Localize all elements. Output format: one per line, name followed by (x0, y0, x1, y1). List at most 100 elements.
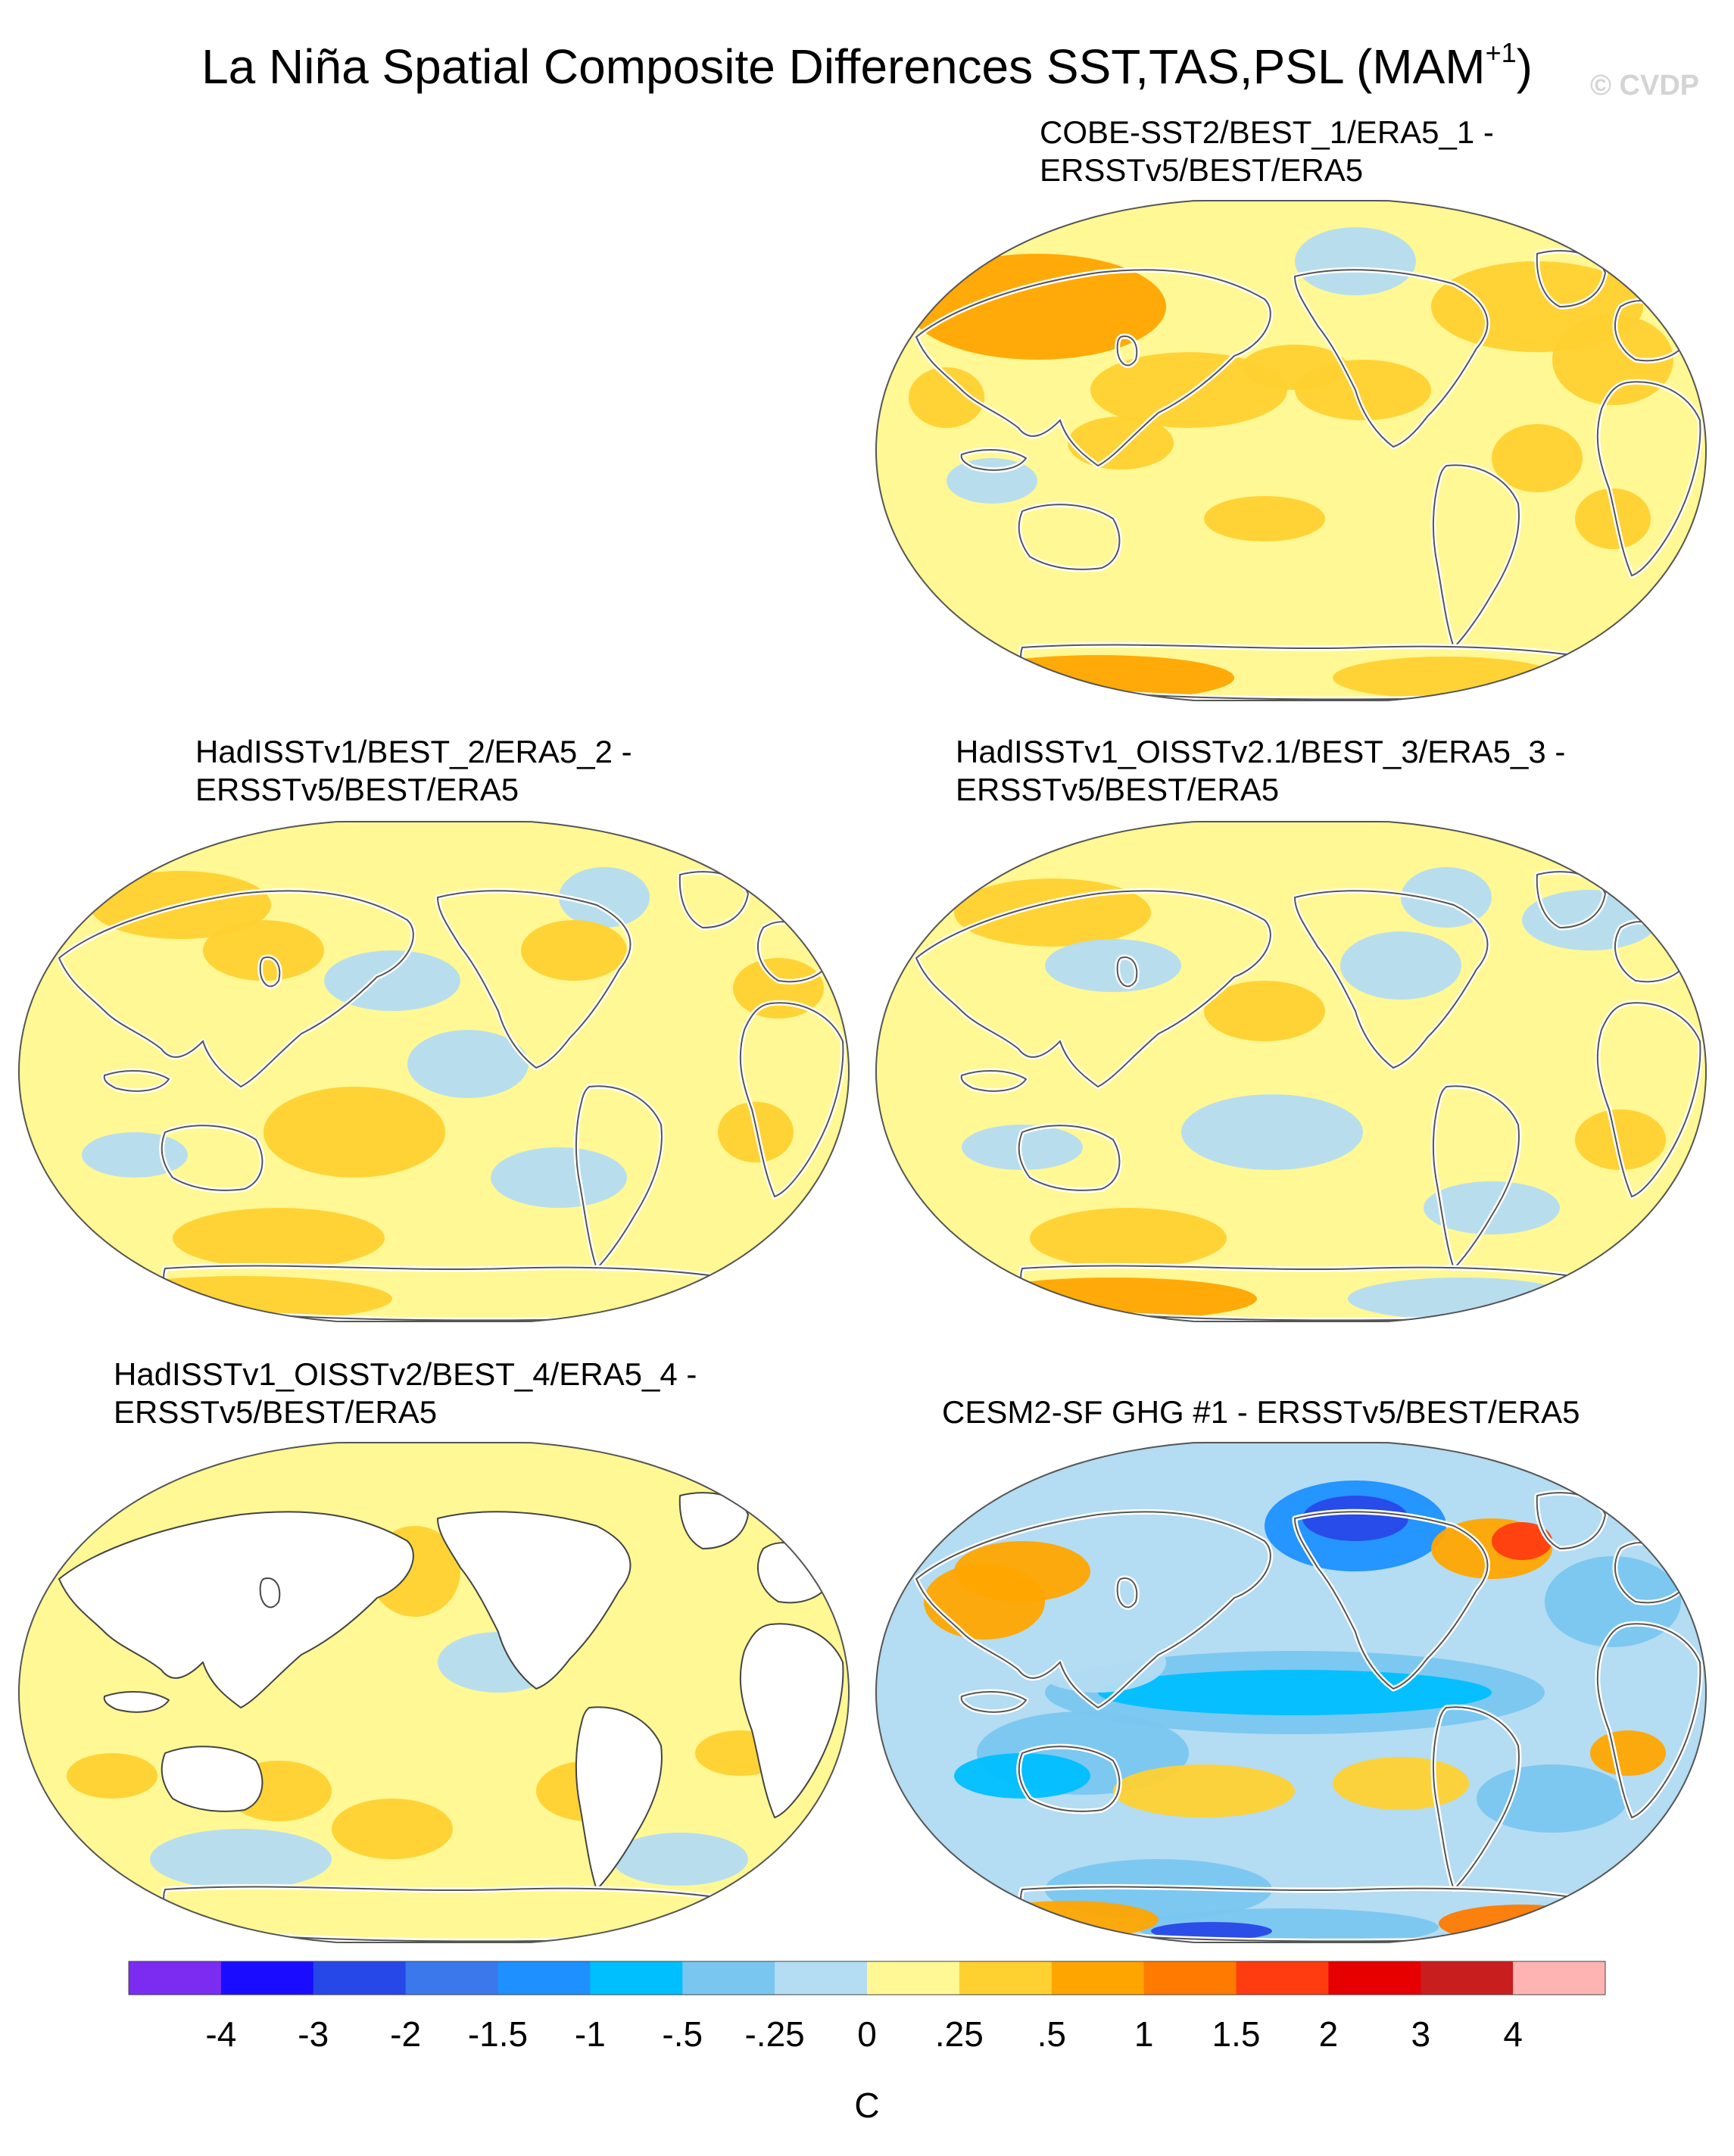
map-3-asia-coast (915, 890, 1271, 1088)
map-2-globe-border (17, 821, 850, 1322)
map-1-globe-border (875, 200, 1707, 701)
map-5-globe-border (875, 1442, 1707, 1943)
map-2-anomaly-region-6 (407, 1030, 529, 1098)
colorbar: -4 -3 -2 -1.5 -1 -.5 -.25 0 .25 .5 1 1.5 2 3 4 (128, 1961, 1606, 2054)
map-4-anomaly-region-9 (612, 1833, 748, 1886)
map-2-anomaly-region-3 (521, 920, 627, 981)
colorbar-tick-label: -2 (390, 2014, 421, 2054)
colorbar-tick-label: -.25 (744, 2014, 804, 2054)
map-1-anomaly-region-5 (1090, 352, 1287, 428)
map-2-anomaly-region-2 (559, 867, 650, 928)
colorbar-swatch-13 (1236, 1961, 1329, 1995)
panel-4-title-line-2: ERSSTv5/BEST/ERA5 (114, 1394, 438, 1430)
map-4-asia-outline (58, 1511, 414, 1708)
colorbar-tick-label: -1.5 (468, 2014, 528, 2054)
colorbar-tick-label: -1 (575, 2014, 606, 2054)
map-4-indonesia-outline (103, 1690, 170, 1713)
map-5-japan-coast (1116, 1577, 1138, 1608)
map-3-anomaly-region-1 (954, 878, 1151, 947)
map-4-anomaly-region-7 (67, 1753, 157, 1799)
map-2-anomaly-region-10 (82, 1132, 188, 1178)
map-1-anomaly-region-12 (947, 458, 1037, 504)
map-3-anomaly-region-5 (1204, 981, 1325, 1041)
map-3-north-america-coast (1293, 890, 1489, 1069)
colorbar-swatch-3 (313, 1961, 407, 1995)
map-3-anomaly-region-12 (1348, 1278, 1575, 1320)
colorbar-tick-label: 1.5 (1212, 2014, 1261, 2054)
map-3-japan-coast (1116, 956, 1138, 988)
panel-4-map (17, 1442, 850, 1943)
colorbar-tick-label: 3 (1411, 2014, 1430, 2054)
cvdp-watermark: © CVDP (1590, 70, 1700, 101)
map-3-anomaly-region-9 (962, 1125, 1083, 1170)
panel-1-title: COBE-SST2/BEST_1/ERA5_1 - ERSSTv5/BEST/E… (1040, 114, 1494, 189)
map-3-anomaly-region-10 (1575, 1109, 1666, 1170)
map-5-anomaly-region-22 (1340, 1587, 1461, 1647)
colorbar-swatch-11 (1051, 1961, 1145, 1995)
colorbar-swatch-10 (959, 1961, 1053, 1995)
map-5-australia-coast (1018, 1746, 1121, 1812)
colorbar-tick-label: .5 (1037, 2014, 1066, 2054)
map-3-anomaly-region-6 (1181, 1094, 1363, 1170)
colorbar-tick-label: 4 (1503, 2014, 1523, 2054)
colorbar-swatch-15 (1421, 1961, 1514, 1995)
colorbar-frame (128, 1961, 1606, 1995)
map-5-north-america-coast (1293, 1511, 1489, 1690)
main-title-superscript: +1 (1485, 37, 1517, 68)
colorbar-swatch-12 (1143, 1961, 1237, 1995)
map-2-anomaly-region-5 (203, 920, 324, 981)
panel-3-title-line-2: ERSSTv5/BEST/ERA5 (956, 772, 1280, 807)
map-3-globe-border (875, 821, 1707, 1322)
colorbar-swatch-16 (1513, 1961, 1606, 1995)
colorbar-tick-label: .25 (935, 2014, 984, 2054)
panel-4-title: HadISSTv1_OISSTv2/BEST_4/ERA5_4 - ERSSTv… (114, 1356, 697, 1431)
map-3-australia-coast (1018, 1125, 1121, 1191)
panel-3-title-line-1: HadISSTv1_OISSTv2.1/BEST_3/ERA5_3 - (956, 734, 1566, 769)
map-3-anomaly-region-7 (1424, 1181, 1560, 1234)
map-1-anomaly-region-1 (909, 254, 1166, 360)
main-title: La Niña Spatial Composite Differences SS… (0, 23, 1734, 97)
map-5-anomaly-region-15 (1590, 1730, 1666, 1776)
panel-2-title-line-1: HadISSTv1/BEST_2/ERA5_2 - (195, 734, 632, 769)
panel-3-map (875, 821, 1707, 1322)
colorbar-tick-label: -3 (298, 2014, 329, 2054)
map-3-indonesia-coast (960, 1069, 1028, 1092)
colorbar-swatch-8 (775, 1961, 868, 1995)
map-5-anomaly-region-13 (1333, 1757, 1469, 1810)
panel-1-title-line-2: ERSSTv5/BEST/ERA5 (1040, 152, 1364, 188)
panel-5-title-line-1: CESM2-SF GHG #1 - ERSSTv5/BEST/ERA5 (942, 1394, 1580, 1430)
map-5-anomaly-region-21 (1030, 1632, 1166, 1693)
map-5-anomaly-region-19 (977, 1901, 1159, 1939)
map-2-africa-coast (739, 1002, 844, 1198)
map-5-anomaly-region-8 (1492, 1522, 1552, 1560)
colorbar-swatch-7 (682, 1961, 775, 1995)
panel-5-title: CESM2-SF GHG #1 - ERSSTv5/BEST/ERA5 (942, 1393, 1580, 1431)
panel-1-map (875, 200, 1707, 701)
map-5-anomaly-region-18 (1151, 1922, 1272, 1940)
map-1-anomaly-region-7 (1492, 424, 1583, 492)
map-4-africa-outline (739, 1623, 844, 1818)
colorbar-swatch-9 (867, 1961, 960, 1995)
map-1-japan-coast (1116, 335, 1138, 367)
main-title-suffix: ) (1516, 39, 1533, 94)
map-3-africa-coast (1596, 1002, 1701, 1198)
map-1-australia-coast (1018, 504, 1121, 570)
map-2-north-america-coast (436, 890, 632, 1069)
map-1-indonesia-coast (960, 448, 1028, 471)
map-3-anomaly-region-3 (1340, 931, 1461, 1000)
colorbar-swatch-14 (1328, 1961, 1421, 1995)
panel-2-map (17, 821, 850, 1322)
panel-3-title: HadISSTv1_OISSTv2.1/BEST_3/ERA5_3 - ERSS… (956, 733, 1565, 809)
map-3-anomaly-region-8 (1030, 1208, 1227, 1268)
map-2-anomaly-region-8 (491, 1147, 627, 1208)
map-5-africa-coast (1596, 1623, 1701, 1819)
colorbar-swatch-1 (129, 1961, 222, 1995)
map-1-anomaly-region-9 (1204, 496, 1325, 541)
map-3-anomaly-region-4 (1045, 939, 1181, 992)
colorbar-tick-label: -.5 (662, 2014, 703, 2054)
colorbar-units: C (854, 2086, 880, 2125)
colorbar-swatch-5 (497, 1961, 591, 1995)
panel-1-title-line-1: COBE-SST2/BEST_1/ERA5_1 - (1040, 114, 1494, 150)
colorbar-tick-label: 2 (1319, 2014, 1339, 2054)
map-5-anomaly-region-10 (924, 1564, 1045, 1640)
